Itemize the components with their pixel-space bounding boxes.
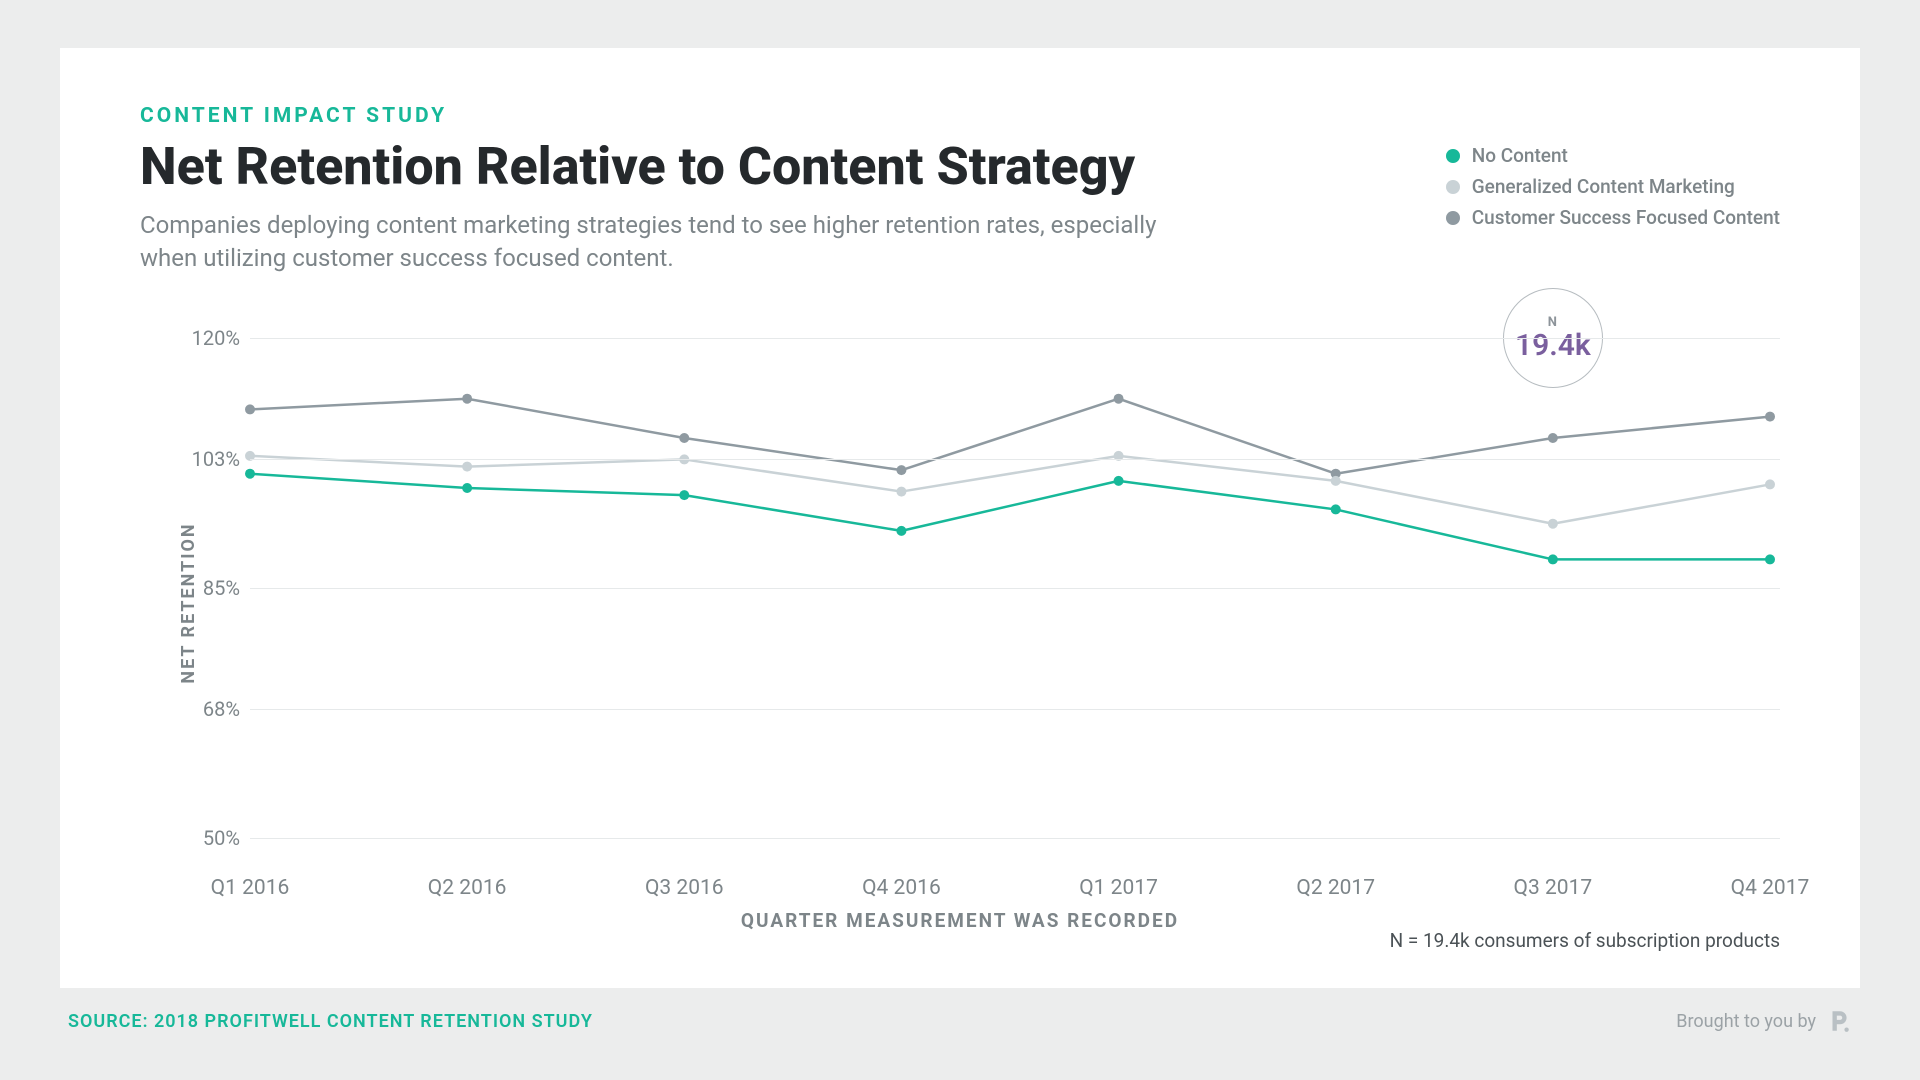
x-tick-label: Q1 2016	[211, 876, 290, 900]
x-tick-label: Q4 2017	[1731, 876, 1810, 900]
series-marker	[1765, 412, 1775, 422]
footnote: N = 19.4k consumers of subscription prod…	[1390, 929, 1780, 952]
series-marker	[1331, 476, 1341, 486]
series-marker	[1331, 504, 1341, 514]
series-marker	[1114, 394, 1124, 404]
series-marker	[679, 490, 689, 500]
legend-label: Generalized Content Marketing	[1472, 175, 1735, 198]
gridline	[250, 459, 1780, 460]
series-marker	[896, 465, 906, 475]
series-line	[250, 456, 1770, 524]
y-axis-label: NET RETENTION	[178, 522, 199, 683]
series-marker	[462, 483, 472, 493]
brand-logo-icon	[1826, 1008, 1852, 1034]
series-marker	[896, 487, 906, 497]
n-badge-value: 19.4k	[1515, 331, 1591, 361]
y-tick-label: 103%	[192, 447, 240, 471]
legend-item: Generalized Content Marketing	[1446, 175, 1780, 198]
gridline	[250, 338, 1780, 339]
x-tick-label: Q2 2016	[428, 876, 507, 900]
headline-row: Net Retention Relative to Content Strate…	[140, 138, 1780, 274]
y-tick-label: 85%	[203, 576, 240, 600]
gridline	[250, 838, 1780, 839]
series-marker	[1114, 476, 1124, 486]
y-tick-label: 120%	[192, 326, 240, 350]
series-marker	[1765, 479, 1775, 489]
series-marker	[462, 394, 472, 404]
eyebrow: CONTENT IMPACT STUDY	[140, 104, 1780, 128]
legend-item: No Content	[1446, 144, 1780, 167]
x-tick-label: Q2 2017	[1296, 876, 1375, 900]
line-chart-svg	[140, 338, 1780, 868]
chart-area: NET RETENTION QUARTER MEASUREMENT WAS RE…	[140, 338, 1780, 868]
legend-label: Customer Success Focused Content	[1472, 206, 1780, 229]
legend-item: Customer Success Focused Content	[1446, 206, 1780, 229]
x-tick-label: Q3 2017	[1514, 876, 1593, 900]
series-marker	[896, 526, 906, 536]
series-marker	[1765, 554, 1775, 564]
legend-swatch-icon	[1446, 211, 1460, 225]
series-marker	[679, 433, 689, 443]
x-tick-label: Q4 2016	[862, 876, 941, 900]
footer-row: SOURCE: 2018 PROFITWELL CONTENT RETENTIO…	[60, 1008, 1860, 1034]
y-tick-label: 68%	[203, 697, 240, 721]
legend: No Content Generalized Content Marketing…	[1446, 144, 1780, 237]
series-marker	[1548, 433, 1558, 443]
legend-label: No Content	[1472, 144, 1568, 167]
page-title: Net Retention Relative to Content Strate…	[140, 138, 1200, 195]
gridline	[250, 588, 1780, 589]
series-marker	[245, 469, 255, 479]
series-line	[250, 399, 1770, 474]
gridline	[250, 709, 1780, 710]
headline-block: Net Retention Relative to Content Strate…	[140, 138, 1200, 274]
series-line	[250, 474, 1770, 560]
chart-card: CONTENT IMPACT STUDY Net Retention Relat…	[60, 48, 1860, 988]
x-tick-label: Q3 2016	[645, 876, 724, 900]
series-marker	[245, 404, 255, 414]
source-text: SOURCE: 2018 PROFITWELL CONTENT RETENTIO…	[68, 1011, 593, 1032]
y-tick-label: 50%	[203, 826, 240, 850]
series-marker	[462, 462, 472, 472]
series-marker	[1548, 554, 1558, 564]
subtitle: Companies deploying content marketing st…	[140, 209, 1200, 274]
brought-to-you-by: Brought to you by	[1676, 1008, 1852, 1034]
brought-label: Brought to you by	[1676, 1011, 1816, 1032]
legend-swatch-icon	[1446, 180, 1460, 194]
series-marker	[1548, 519, 1558, 529]
x-tick-label: Q1 2017	[1079, 876, 1158, 900]
legend-swatch-icon	[1446, 149, 1460, 163]
n-badge-label: N	[1548, 316, 1558, 329]
